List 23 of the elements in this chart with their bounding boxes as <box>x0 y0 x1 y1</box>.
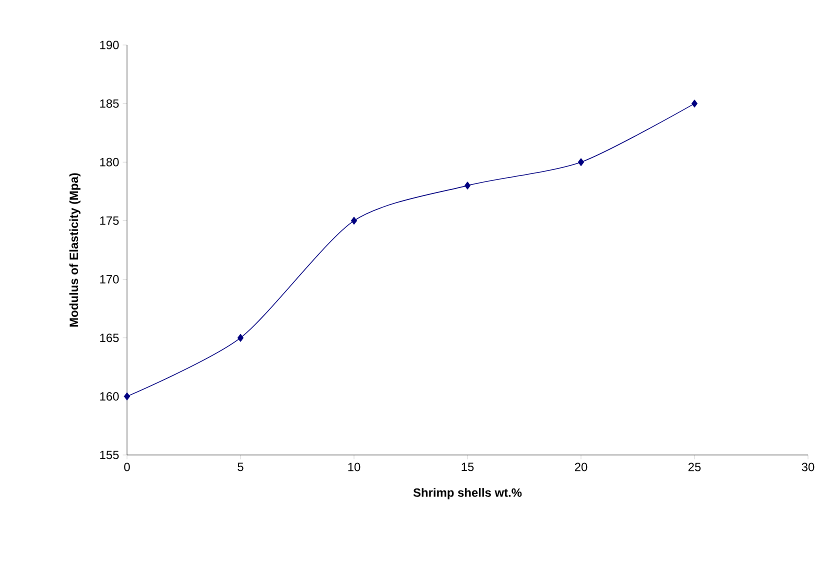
x-axis-title: Shrimp shells wt.% <box>413 488 522 500</box>
y-tick-label: 175 <box>100 216 119 225</box>
y-tick-label: 190 <box>100 40 119 50</box>
x-tick-label: 10 <box>348 462 360 472</box>
point <box>691 100 698 108</box>
y-tick-label: 165 <box>100 334 119 342</box>
point <box>237 334 244 342</box>
y-tick-label: 155 <box>100 450 119 460</box>
x-tick-label: 15 <box>462 462 474 472</box>
y-axis-title: Modulus of Elasticity (Mpa) <box>69 173 80 327</box>
x-tick-label: 5 <box>238 462 244 472</box>
point <box>464 182 471 190</box>
point <box>124 392 130 400</box>
x-tick-label: 30 <box>802 462 814 472</box>
y-tick-label: 180 <box>100 158 119 166</box>
x-tick-label: 20 <box>574 462 588 472</box>
y-tick-label: 160 <box>100 392 119 401</box>
y-tick-label: 185 <box>100 99 119 108</box>
point <box>578 158 584 166</box>
point <box>350 216 358 225</box>
y-tick-label: 170 <box>100 275 119 284</box>
x-tick-label: 0 <box>124 462 130 472</box>
x-tick-label: 25 <box>688 462 701 472</box>
